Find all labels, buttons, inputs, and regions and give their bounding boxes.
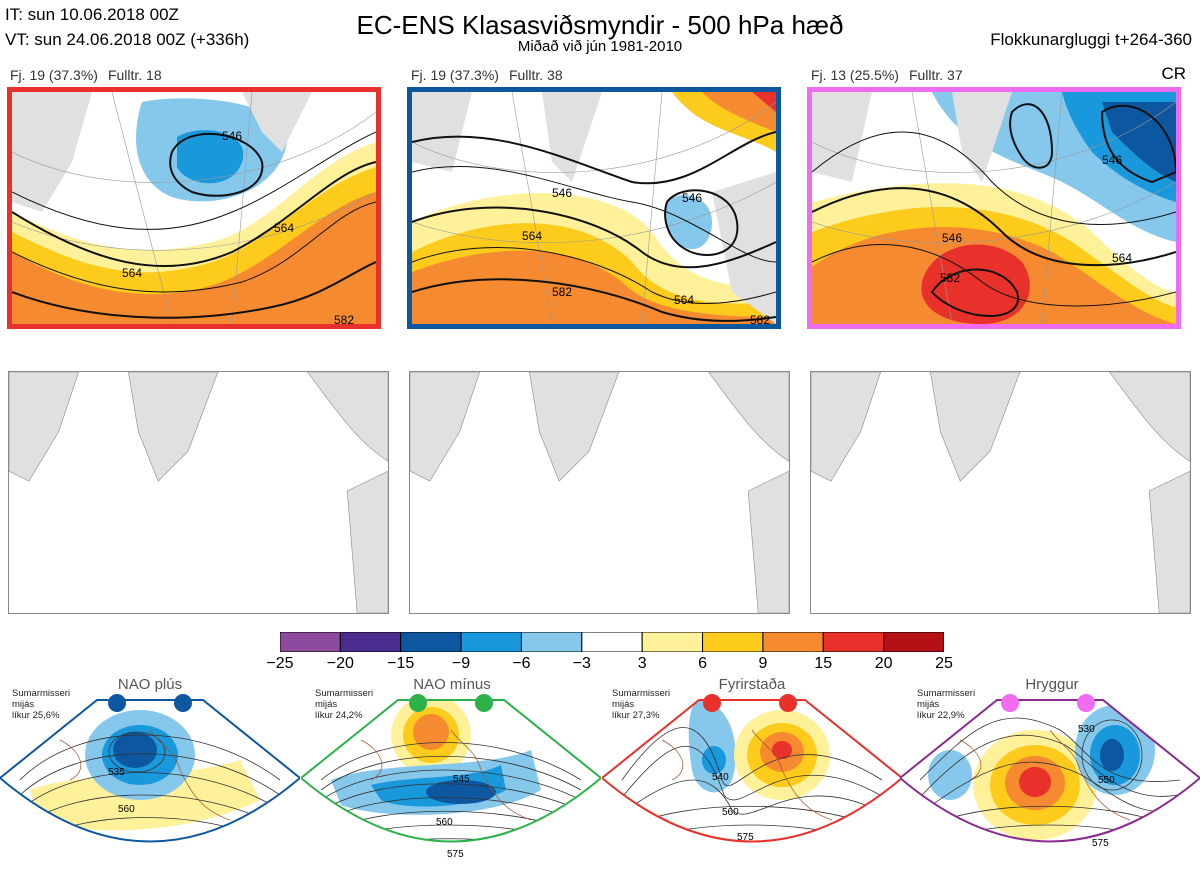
- colorbar-tick-label: −20: [326, 655, 354, 672]
- regime-2-info: Sumarmisseri mijás líkur 24,2%: [315, 688, 374, 721]
- panel-2-label: Fj. 19 (37.3%) Fulltr. 38: [411, 67, 563, 83]
- colorbar-tick-label: −6: [512, 655, 531, 672]
- cluster-map-3[interactable]: 546 564 582 546: [807, 87, 1181, 329]
- contour-label: 560: [118, 804, 135, 815]
- contour-label: 582: [552, 285, 572, 299]
- contour-label: 530: [1078, 724, 1095, 735]
- contour-label: 560: [722, 807, 739, 818]
- page-title: EC-ENS Klasasviðsmyndir - 500 hPa hæð: [356, 10, 844, 40]
- colorbar-swatch: [702, 631, 764, 653]
- initial-time: IT: sun 10.06.2018 00Z: [5, 5, 179, 24]
- colorbar-swatch: [400, 631, 462, 653]
- contour-label: 540: [712, 772, 729, 783]
- contour-label: 575: [447, 849, 464, 860]
- colorbar-tick-label: −9: [451, 655, 471, 672]
- regime-dot: [703, 694, 721, 712]
- colorbar-tick-label: 6: [698, 655, 707, 672]
- regime-map-nao-minus[interactable]: 545 560 575: [301, 670, 601, 870]
- page-subtitle: Miðað við jún 1981-2010: [517, 38, 683, 55]
- colorbar-swatch: [762, 631, 824, 653]
- regime-dot: [174, 694, 192, 712]
- contour-label: 582: [334, 313, 354, 324]
- regime-1-info: Sumarmisseri mijás líkur 25,6%: [12, 688, 71, 721]
- colorbar-tick-label: 20: [874, 655, 893, 672]
- regime-dot: [108, 694, 126, 712]
- regime-dot: [475, 694, 493, 712]
- contour-label: 564: [674, 293, 694, 307]
- regime-2-name: NAO mínus: [413, 676, 491, 693]
- contour-label: 546: [552, 186, 572, 200]
- contour-label: 546: [222, 129, 242, 143]
- contour-label: 545: [453, 774, 470, 785]
- contour-label: 575: [1092, 838, 1109, 849]
- contour-label: 550: [1098, 775, 1115, 786]
- empty-map-2[interactable]: [409, 371, 790, 614]
- contour-label: 546: [682, 191, 702, 205]
- colorbar-tick-label: 9: [758, 655, 768, 672]
- colorbar-swatch: [641, 631, 704, 653]
- empty-map-3[interactable]: [810, 371, 1191, 614]
- contour-label: 535: [108, 767, 125, 778]
- colorbar-swatch: [822, 631, 885, 653]
- colorbar-swatch: [520, 631, 583, 653]
- contour-label: 560: [436, 817, 453, 828]
- contour-label: 582: [940, 271, 960, 285]
- regime-3-info: Sumarmisseri mijás líkur 27,3%: [612, 688, 671, 721]
- regime-dot: [1077, 694, 1095, 712]
- colorbar: [279, 631, 945, 653]
- colorbar-swatch: [279, 631, 341, 653]
- contour-label: 546: [942, 231, 962, 245]
- contour-label: 546: [1102, 153, 1122, 167]
- regime-3-name: Fyrirstaða: [718, 676, 786, 693]
- regime-dot: [1001, 694, 1019, 712]
- classification-window: Flokkunargluggi t+264-360: [990, 30, 1192, 49]
- contour-label: 564: [122, 266, 142, 280]
- contour-label: 582: [750, 313, 770, 324]
- regime-map-ridge[interactable]: 530 550 575: [900, 670, 1200, 870]
- colorbar-tick-label: −3: [572, 655, 591, 672]
- contour-label: 575: [737, 832, 754, 843]
- contour-label: 564: [1112, 251, 1132, 265]
- cluster-map-1[interactable]: 546 564 564 582: [7, 87, 381, 329]
- colorbar-swatch: [339, 631, 402, 653]
- regime-map-nao-plus[interactable]: 535 560: [0, 670, 300, 870]
- empty-map-1[interactable]: [8, 371, 389, 614]
- colorbar-swatch: [883, 631, 945, 653]
- regime-4-name: Hryggur: [1025, 676, 1079, 693]
- panel-1-label: Fj. 19 (37.3%) Fulltr. 18: [10, 67, 162, 83]
- colorbar-swatch: [581, 631, 643, 653]
- colorbar-tick-label: 25: [935, 655, 953, 672]
- regime-dot: [409, 694, 427, 712]
- regime-map-blocking[interactable]: 540 560 575: [602, 670, 902, 870]
- contour-label: 564: [274, 221, 294, 235]
- colorbar-tick-label: 3: [637, 655, 647, 672]
- cr-label: CR: [1161, 64, 1186, 83]
- colorbar-swatch: [460, 631, 522, 653]
- cluster-map-2[interactable]: 546 564 564 582 546 582: [407, 87, 781, 329]
- regime-1-name: NAO plús: [117, 676, 183, 693]
- regime-dot: [779, 694, 797, 712]
- colorbar-tick-label: −25: [266, 655, 294, 672]
- colorbar-tick-label: −15: [387, 655, 415, 672]
- colorbar-tick-label: 15: [814, 655, 833, 672]
- panel-3-label: Fj. 13 (25.5%) Fulltr. 37: [811, 67, 963, 83]
- valid-time: VT: sun 24.06.2018 00Z (+336h): [5, 30, 250, 49]
- regime-4-info: Sumarmisseri mijás líkur 22,9%: [917, 688, 976, 721]
- contour-label: 564: [522, 229, 542, 243]
